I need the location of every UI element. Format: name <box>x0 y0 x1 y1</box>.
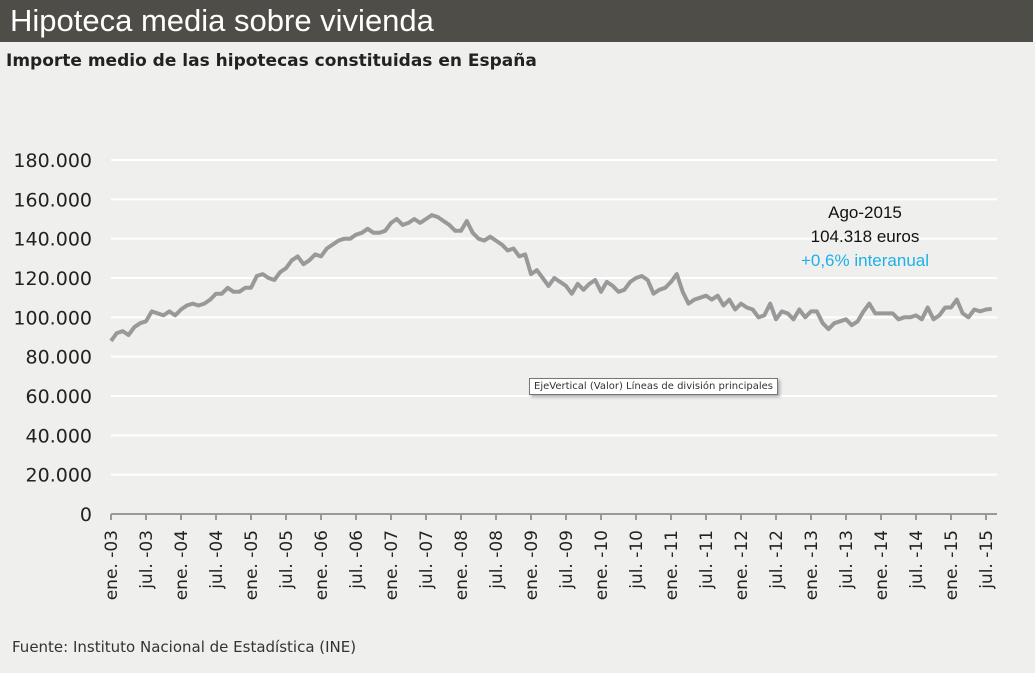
x-tick-label: jul. -03 <box>137 530 157 590</box>
y-tick-label: 40.000 <box>26 425 92 447</box>
x-tick-label: jul. -11 <box>697 530 717 590</box>
x-tick-label: ene. -09 <box>522 530 542 600</box>
x-tick-label: jul. -04 <box>207 530 227 590</box>
x-tick-label: ene. -04 <box>172 530 192 600</box>
series-line-hipoteca-media <box>109 213 993 343</box>
gridline-tooltip: EjeVertical (Valor) Líneas de división p… <box>529 378 778 395</box>
x-tick-label: ene. -07 <box>382 530 402 600</box>
y-tick-label: 140.000 <box>13 229 92 251</box>
x-tick-label: ene. -10 <box>592 530 612 600</box>
y-tick-label: 0 <box>80 504 92 526</box>
x-tick-label: jul. -05 <box>277 530 297 590</box>
x-tick-label: jul. -08 <box>487 530 507 590</box>
x-tick-label: jul. -14 <box>907 530 927 590</box>
y-tick-label: 60.000 <box>26 386 92 408</box>
y-tick-label: 180.000 <box>13 150 92 172</box>
annotation-period: Ago-2015 <box>828 203 902 222</box>
annotation-value: 104.318 euros <box>810 227 920 246</box>
annotation-change: +0,6% interanual <box>800 251 930 270</box>
x-tick-label: jul. -09 <box>557 530 577 590</box>
y-tick-label: 100.000 <box>13 307 92 329</box>
x-tick-label: jul. -12 <box>767 530 787 590</box>
chart-subtitle: Importe medio de las hipotecas constitui… <box>6 51 537 71</box>
x-tick-label: ene. -14 <box>872 530 892 600</box>
y-tick-label: 120.000 <box>13 268 92 290</box>
x-tick-label: ene. -06 <box>312 530 332 600</box>
x-tick-label: jul. -15 <box>977 530 997 590</box>
x-tick-label: ene. -12 <box>732 530 752 600</box>
x-tick-label: ene. -03 <box>102 530 122 600</box>
latest-value-annotation: Ago-2015 104.318 euros +0,6% interanual <box>770 201 960 273</box>
x-tick-label: ene. -08 <box>452 530 472 600</box>
x-tick-label: ene. -13 <box>802 530 822 600</box>
y-tick-label: 160.000 <box>13 189 92 211</box>
y-tick-label: 80.000 <box>26 347 92 369</box>
x-tick-label: jul. -13 <box>837 530 857 590</box>
x-tick-label: jul. -06 <box>347 530 367 590</box>
x-tick-label: ene. -15 <box>942 530 962 600</box>
y-tick-label: 20.000 <box>26 465 92 487</box>
x-tick-label: ene. -11 <box>662 530 682 600</box>
x-tick-label: ene. -05 <box>242 530 262 600</box>
header-bar: Hipoteca media sobre vivienda <box>0 0 1035 42</box>
source-note: Fuente: Instituto Nacional de Estadístic… <box>12 638 357 656</box>
x-tick-label: jul. -07 <box>417 530 437 590</box>
page-title: Hipoteca media sobre vivienda <box>10 3 434 38</box>
x-tick-label: jul. -10 <box>627 530 647 590</box>
